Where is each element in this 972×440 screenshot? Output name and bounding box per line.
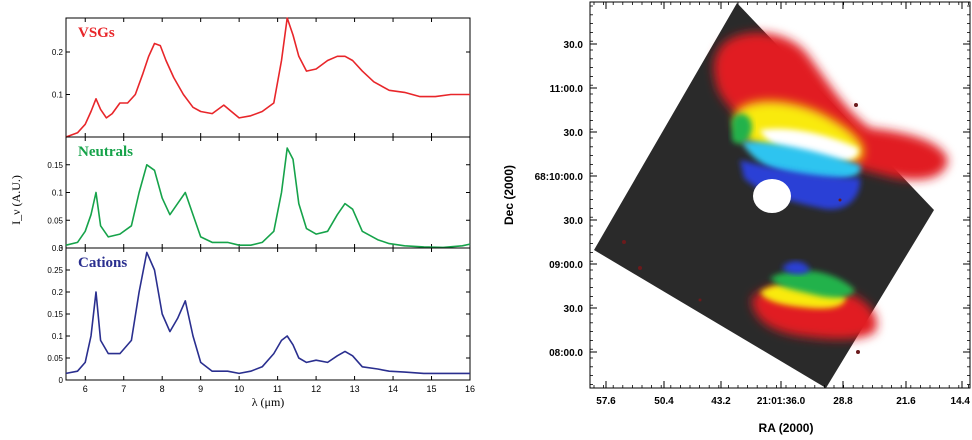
dec-tick-label: 11:00.0 (550, 84, 584, 95)
x-tick-label: 6 (83, 384, 88, 394)
emission-red-upper (713, 32, 948, 180)
y-tick-label: 0.1 (52, 332, 64, 341)
x-tick-label: 7 (121, 384, 126, 394)
y-tick-label: 0.15 (47, 161, 63, 170)
panel-frame (65, 17, 471, 138)
ra-tick-label: 57.6 (596, 396, 616, 407)
y-tick-label: 0.15 (47, 310, 63, 319)
emission-blue-lower (782, 261, 810, 275)
panel-label: Cations (78, 255, 127, 271)
panel-label: VSGs (78, 25, 115, 41)
emission-blue-upper (740, 160, 861, 210)
dec-tick-label: 68:10:00.0 (535, 172, 584, 183)
dec-tick-label: 08:00.0 (549, 348, 583, 359)
mask-hole (753, 179, 791, 213)
ra-tick-label: 14.4 (951, 396, 971, 407)
y-tick-label: 0.05 (47, 354, 63, 363)
series-line-neutrals (65, 147, 471, 249)
emission-cyan-upper (742, 141, 861, 182)
dec-tick-label: 30.0 (564, 128, 584, 139)
y-tick-label: 0 (59, 376, 64, 385)
sky-image (589, 1, 971, 389)
ra-tick-label: 21:01:36.0 (757, 396, 806, 407)
map-labels: 30.0 11:00.0 30.0 68:10:00.0 30.0 09:00.0 30.0… (535, 40, 971, 407)
emission-white-upper (760, 128, 859, 163)
x-tick-label: 16 (465, 384, 475, 394)
x-tick-label: 10 (234, 384, 244, 394)
dec-axis-label: Dec (2000) (502, 165, 516, 225)
y-tick-label: 0.2 (52, 48, 64, 57)
ra-tick-label: 21.6 (896, 396, 916, 407)
y-tick-label: 0.3 (52, 244, 64, 253)
emission-lower (752, 261, 877, 340)
x-tick-label: 15 (427, 384, 437, 394)
series-line-cations (65, 251, 470, 375)
x-tick-label: 12 (311, 384, 321, 394)
emission-upper (713, 32, 948, 213)
ra-tick-label: 28.8 (833, 396, 853, 407)
dec-tick-label: 30.0 (564, 304, 584, 315)
x-tick-label: 13 (350, 384, 360, 394)
dec-tick-label: 30.0 (564, 40, 584, 51)
y-tick-label: 0.25 (47, 266, 63, 275)
x-axis-label: λ (μm) (252, 395, 285, 409)
ra-tick-label: 43.2 (711, 396, 731, 407)
dec-tick-label: 30.0 (564, 216, 584, 227)
x-tick-label: 11 (273, 384, 282, 394)
y-tick-label: 0 (59, 244, 64, 253)
emission-green-upper (732, 113, 752, 144)
noise-specks (622, 103, 860, 354)
ra-axis-label: RA (2000) (759, 421, 814, 435)
panel-label: Neutrals (78, 144, 133, 160)
ra-tick-label: 50.4 (654, 396, 674, 407)
map-ticks (590, 2, 970, 388)
y-tick-label: 0.1 (52, 91, 64, 100)
x-tick-label: 8 (160, 384, 165, 394)
x-tick-label: 9 (198, 384, 203, 394)
y-tick-label: 0.2 (52, 288, 64, 297)
emission-green-lower (770, 270, 855, 298)
spectra-chart: 0.1 0.2 VSGs 0 0.05 0.1 0.15 Neutrals 0 0.05 0.1 0.… (47, 17, 475, 394)
y-axis-label: I_ν (A.U.) (9, 175, 23, 225)
x-tick-label: 14 (388, 384, 398, 394)
dec-tick-label: 09:00.0 (549, 260, 583, 271)
y-tick-label: 0.1 (52, 189, 64, 198)
series-line-vsgs (65, 17, 470, 138)
y-tick-label: 0.05 (47, 216, 63, 225)
